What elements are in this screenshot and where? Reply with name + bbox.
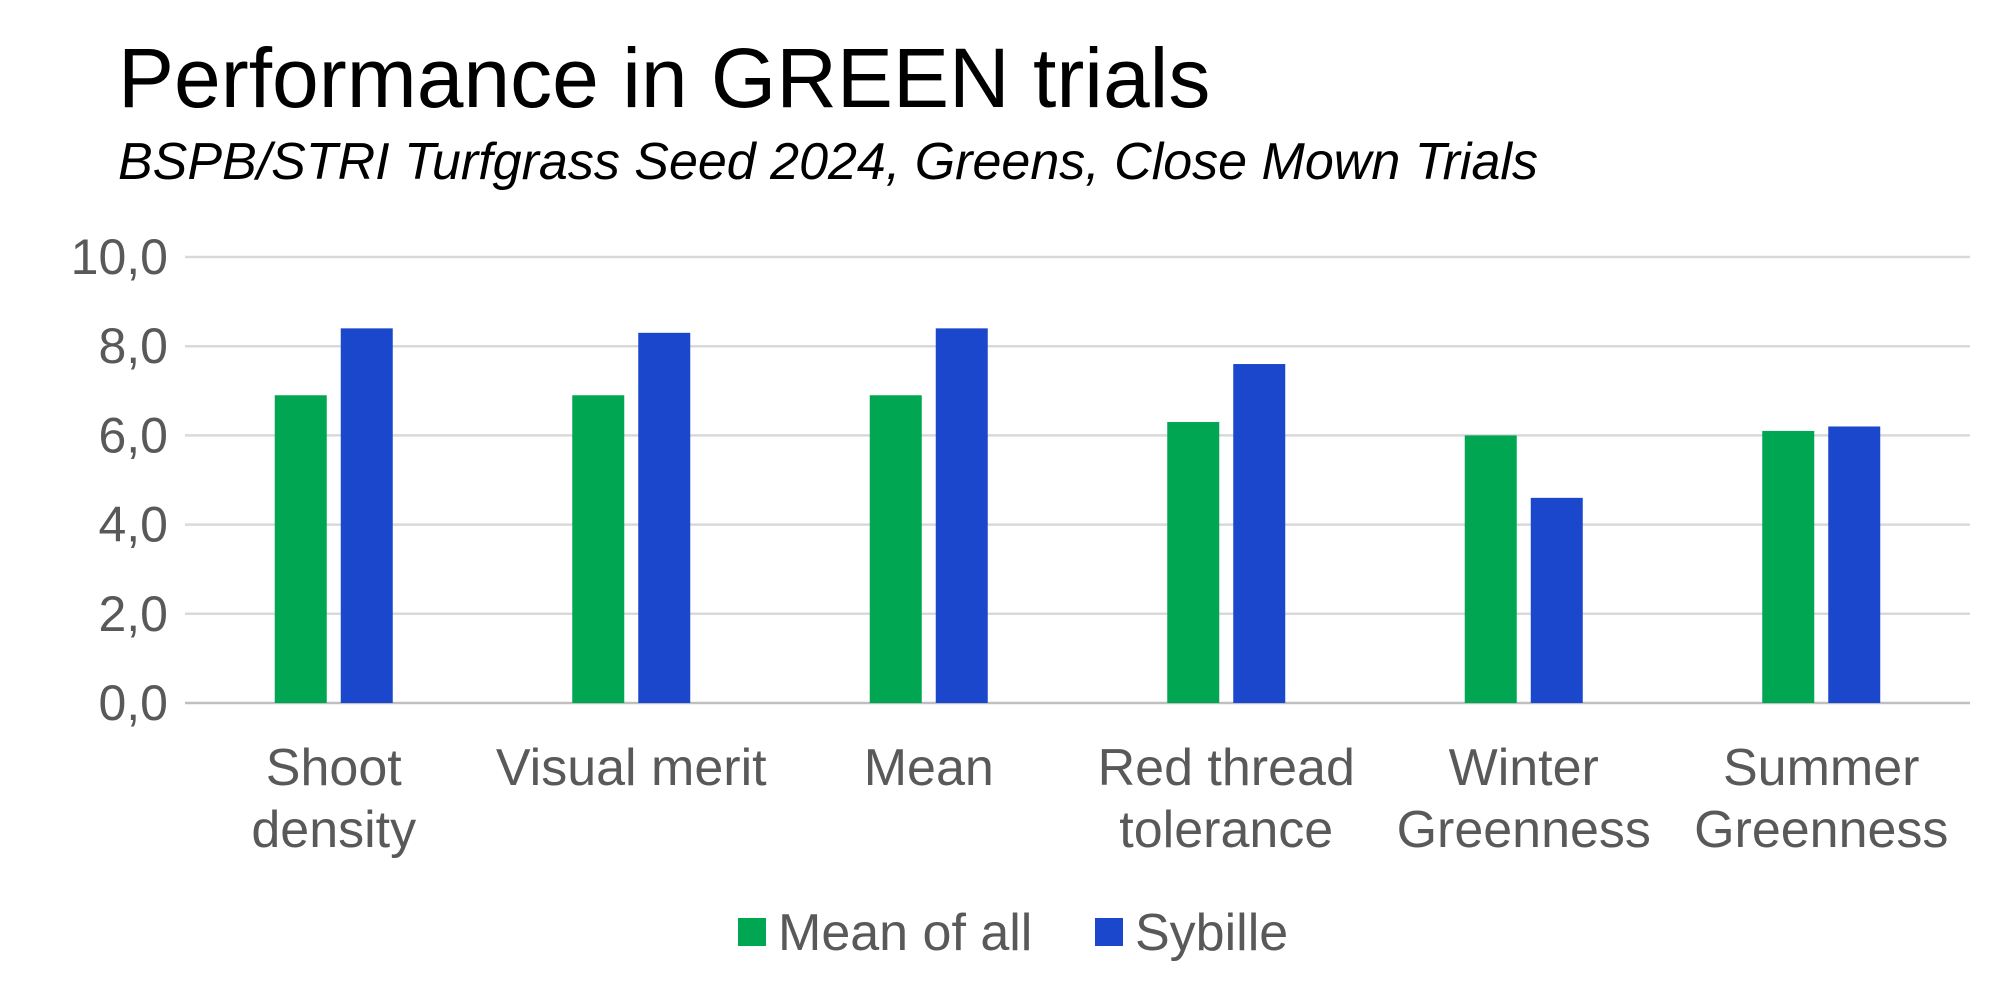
chart-subtitle: BSPB/STRI Turfgrass Seed 2024, Greens, C… <box>118 133 1538 191</box>
bar <box>572 395 625 703</box>
bar <box>1828 426 1881 703</box>
legend: Mean of all Sybille <box>738 904 1288 962</box>
category-label: Summer Greenness <box>1694 739 1948 859</box>
y-tick-label: 2,0 <box>98 586 168 642</box>
bar <box>1464 435 1517 703</box>
series-2 <box>340 328 1881 703</box>
legend-item: Mean of all <box>738 904 1032 962</box>
series-1 <box>274 395 1815 703</box>
category-label-line: Greenness <box>1397 801 1651 859</box>
category-label: Red thread tolerance <box>1098 739 1355 859</box>
bar <box>274 395 327 703</box>
y-tick-label: 0,0 <box>98 675 168 731</box>
category-label: Visual merit <box>496 739 767 797</box>
category-label-line: density <box>251 801 416 859</box>
category-label-line: Greenness <box>1694 801 1948 859</box>
bar <box>1233 364 1286 703</box>
y-axis-ticks: 0,0 2,0 4,0 6,0 8,0 10,0 <box>71 229 168 731</box>
category-label-line: Summer <box>1723 739 1919 797</box>
chart-title: Performance in GREEN trials <box>118 31 1211 125</box>
bar <box>638 332 691 703</box>
x-axis-labels: Shoot density Visual merit Mean Red thread to… <box>251 739 1948 859</box>
legend-label: Sybille <box>1135 904 1288 962</box>
category-label: Mean <box>864 739 994 797</box>
y-tick-label: 4,0 <box>98 497 168 553</box>
bar <box>935 328 988 703</box>
bar <box>1762 430 1815 703</box>
gridlines <box>185 255 1970 705</box>
y-tick-label: 8,0 <box>98 318 168 374</box>
bar <box>340 328 393 703</box>
category-label: Winter Greenness <box>1397 739 1651 859</box>
bars <box>274 328 1881 703</box>
y-tick-label: 10,0 <box>71 229 168 285</box>
bar <box>869 395 922 703</box>
category-label-line: Red thread <box>1098 739 1355 797</box>
category-label-line: Mean <box>864 739 994 797</box>
category-label-line: Visual merit <box>496 739 767 797</box>
category-label-line: Shoot <box>266 739 402 797</box>
category-label: Shoot density <box>251 739 416 859</box>
bar <box>1167 422 1220 703</box>
legend-item: Sybille <box>1095 904 1288 962</box>
y-tick-label: 6,0 <box>98 407 168 463</box>
legend-swatch <box>738 918 766 946</box>
legend-swatch <box>1095 918 1123 946</box>
bar <box>1530 497 1583 703</box>
category-label-line: tolerance <box>1119 801 1333 859</box>
category-label-line: Winter <box>1449 739 1599 797</box>
legend-label: Mean of all <box>778 904 1032 962</box>
